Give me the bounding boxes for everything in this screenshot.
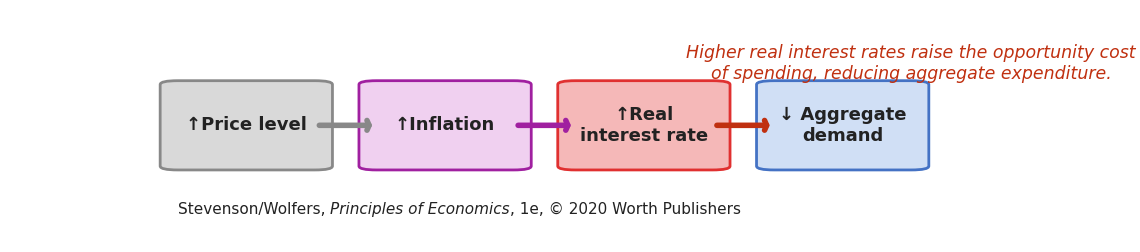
FancyBboxPatch shape <box>160 81 333 170</box>
Text: ↓ Aggregate
demand: ↓ Aggregate demand <box>779 106 906 145</box>
FancyBboxPatch shape <box>757 81 929 170</box>
Text: ↑Price level: ↑Price level <box>186 116 307 134</box>
FancyBboxPatch shape <box>359 81 531 170</box>
Text: , 1e, © 2020 Worth Publishers: , 1e, © 2020 Worth Publishers <box>510 202 741 216</box>
Text: Stevenson/Wolfers,: Stevenson/Wolfers, <box>178 202 331 216</box>
Text: Higher real interest rates raise the opportunity cost
of spending, reducing aggr: Higher real interest rates raise the opp… <box>686 44 1135 83</box>
FancyBboxPatch shape <box>557 81 730 170</box>
Text: ↑Inflation: ↑Inflation <box>394 116 495 134</box>
Text: ↑Real
interest rate: ↑Real interest rate <box>580 106 708 145</box>
Text: Principles of Economics: Principles of Economics <box>331 202 510 216</box>
